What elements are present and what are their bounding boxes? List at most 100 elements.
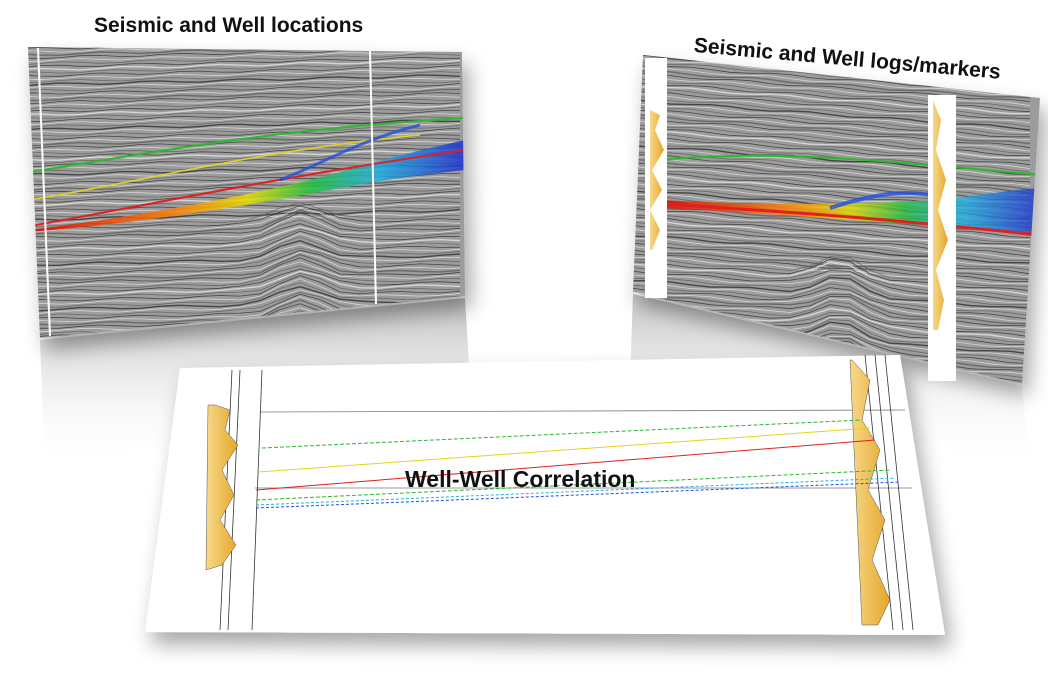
seismic-reflector (633, 228, 1031, 259)
seismic-reflector (28, 239, 461, 267)
seismic-reflector (28, 95, 461, 108)
seismic-reflector (633, 84, 1031, 115)
seismic-reflector (28, 249, 461, 276)
seismic-reflector (633, 253, 1030, 282)
seismic-reflector (28, 203, 461, 215)
seismic-reflector (28, 275, 461, 302)
seismic-reflector (28, 137, 461, 150)
seismic-reflector (28, 223, 461, 249)
seismic-reflector (28, 244, 461, 270)
seismic-reflector (633, 114, 1031, 145)
seismic-reflector (28, 116, 461, 129)
seismic-reflector (633, 161, 1031, 194)
seismic-reflector (28, 74, 461, 87)
right-correlation-well-log (849, 359, 891, 626)
right-well-log-2 (933, 100, 948, 330)
seismic-reflector (633, 81, 1031, 113)
seismic-reflector (633, 93, 1031, 123)
seismic-reflector (28, 268, 461, 294)
seismic-reflector (633, 266, 1031, 299)
seismic-reflector (28, 185, 461, 197)
seismic-reflector (28, 282, 461, 308)
seismic-reflector (633, 242, 1031, 275)
seismic-reflector (633, 165, 1031, 196)
seismic-reflector (28, 285, 461, 312)
marker-line-green-2 (255, 469, 891, 501)
seismic-reflector (633, 217, 1031, 246)
seismic-reflector (633, 296, 1031, 327)
seismic-reflector (28, 228, 461, 255)
seismic-reflector (633, 140, 1031, 173)
seismic-reflector (633, 172, 1031, 201)
seismic-reflector (28, 92, 461, 105)
seismic-reflector (28, 110, 461, 123)
seismic-reflector (633, 270, 1031, 301)
seismic-reflector (633, 72, 1031, 102)
seismic-reflector (633, 273, 1030, 303)
seismic-reflector (28, 230, 461, 257)
seismic-reflector (633, 151, 1030, 180)
left-correlation-well-log (205, 404, 239, 571)
seismic-reflector (633, 102, 1031, 134)
seismic-reflector (28, 236, 461, 263)
seismic-reflector (633, 214, 1031, 243)
seismic-reflector (28, 80, 461, 92)
seismic-reflector (28, 253, 461, 281)
seismic-reflector (633, 256, 1031, 288)
title-seismic-well-locations: Seismic and Well locations (94, 14, 364, 37)
seismic-reflector (28, 212, 461, 239)
seismic-well-logs-panel (630, 55, 1040, 470)
seismic-reflector (28, 148, 461, 161)
seismic-reflector (28, 226, 461, 252)
seismic-reflector (633, 158, 1031, 191)
seismic-reflector (28, 77, 461, 89)
seismic-reflector (633, 276, 1031, 309)
seismic-reflector (633, 116, 1031, 149)
right-track-line-b (874, 354, 904, 631)
seismic-reflector (28, 207, 461, 234)
seismic-reflector (28, 247, 461, 273)
left-well-1 (37, 47, 51, 337)
seismic-reflector (28, 219, 461, 245)
seismic-reflector (633, 256, 1031, 285)
seismic-reflector (28, 140, 461, 152)
seismic-reflector (28, 233, 461, 260)
seismic-reflector (633, 97, 1031, 131)
seismic-reflector (28, 119, 461, 132)
marker-line-blue (255, 481, 901, 509)
seismic-reflector (633, 135, 1031, 166)
seismic-reflector (28, 143, 461, 155)
seismic-reflector (633, 279, 1031, 313)
seismic-reflector (633, 109, 1030, 138)
seismic-reflector (633, 91, 1031, 120)
seismic-reflector (28, 188, 461, 200)
seismic-reflector (28, 152, 460, 165)
seismic-reflector (28, 215, 461, 242)
seismic-reflector (633, 221, 1031, 254)
seismic-reflector (28, 146, 461, 158)
seismic-reflector (28, 68, 461, 81)
seismic-reflector (633, 219, 1031, 250)
seismic-reflector (633, 154, 1031, 183)
marker-line-green-1 (261, 419, 863, 449)
right-well-log-1 (650, 110, 664, 250)
seismic-reflector (28, 103, 461, 116)
seismic-reflector (28, 251, 461, 278)
left-seismic-reflectors (28, 47, 461, 338)
seismic-reflector (633, 293, 1030, 325)
seismic-reflector (633, 88, 1030, 117)
seismic-reflector (633, 207, 1031, 238)
right-track-line-c (884, 354, 914, 631)
marker-line-yellow (257, 427, 871, 473)
seismic-reflector (28, 179, 461, 192)
seismic-reflector (633, 287, 1031, 320)
seismic-reflector (633, 112, 1031, 141)
seismic-reflector (28, 85, 461, 98)
seismic-reflector (633, 74, 1031, 106)
seismic-reflector (633, 240, 1031, 271)
seismic-reflector (633, 70, 1031, 99)
seismic-reflector (633, 275, 1031, 306)
seismic-reflector (28, 71, 461, 84)
seismic-reflector (633, 224, 1031, 257)
